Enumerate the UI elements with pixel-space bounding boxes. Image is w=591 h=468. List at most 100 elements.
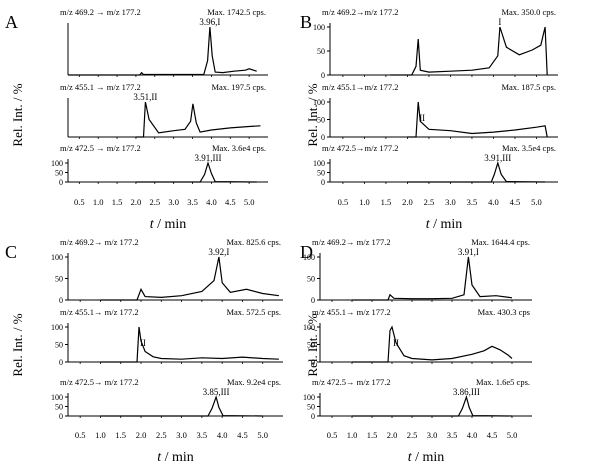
chromatogram-trace	[407, 160, 546, 183]
y-tick-label: 0	[321, 133, 325, 142]
chromatogram-trace	[352, 256, 513, 301]
chromatogram-trace	[135, 101, 261, 138]
trace-3: m/z 472.5→ m/z 177.2 Max. 1.6e5 cps. 05010…	[303, 377, 532, 421]
y-tick-label: 50	[317, 169, 325, 178]
chromatogram-trace	[352, 325, 513, 363]
y-axis-label: Rel. Int. / %	[10, 313, 25, 376]
x-axis-label-rest: / min	[412, 450, 445, 465]
x-tick-label: 1.0	[347, 430, 358, 440]
trace-2: m/z 455.1 → m/z 177.2 Max. 197.5 cps. 3.51…	[60, 82, 268, 139]
y-tick-label: 100	[303, 253, 315, 262]
trace-3: m/z 472.5 → m/z 177.2 Max. 3.6e4 cps. 0501…	[51, 143, 268, 187]
chromatogram-trace	[100, 256, 279, 301]
peak-label: 3.96,I	[199, 17, 220, 27]
y-tick-label: 100	[51, 323, 63, 332]
chromatogram-trace	[68, 26, 257, 76]
x-tick-label: 4.5	[225, 197, 236, 207]
peak-label: 3.92,I	[208, 247, 229, 257]
y-tick-label: 0	[59, 178, 63, 187]
panel-letter: B	[300, 12, 312, 32]
peak-label: 3.91,III	[195, 153, 222, 163]
x-axis-label: t / min	[150, 217, 187, 232]
y-tick-label: 50	[307, 275, 315, 284]
max-intensity-label: Max. 1742.5 cps.	[207, 7, 266, 17]
y-tick-label: 50	[317, 47, 325, 56]
x-tick-label: 1.0	[93, 197, 104, 207]
x-axis-label-rest: / min	[154, 217, 187, 232]
max-intensity-label: Max. 825.6 cps.	[226, 237, 281, 247]
trace-1: m/z 469.2 → m/z 177.2 Max. 1742.5 cps.3.9…	[60, 7, 268, 77]
trace-2: m/z 455.1→ m/z 177.2 Max. 430.3 cps 0 50 100…	[303, 307, 532, 367]
x-tick-label: 3.0	[445, 197, 456, 207]
peak-label: II	[419, 113, 425, 123]
y-tick-label: 0	[311, 358, 315, 367]
y-tick-label: 100	[313, 98, 325, 107]
x-tick-label: 4.5	[510, 197, 521, 207]
x-tick-label: 0.5	[75, 430, 86, 440]
y-axis-label: Rel. Int. / %	[305, 83, 320, 146]
x-tick-label: 0.5	[327, 430, 338, 440]
x-tick-label: 2.0	[402, 197, 413, 207]
x-tick-label: 1.0	[95, 430, 106, 440]
x-tick-label: 3.5	[467, 197, 478, 207]
transition-label: m/z 469.2→ m/z 177.2	[60, 237, 139, 247]
y-tick-label: 0	[321, 71, 325, 80]
x-tick-label: 5.0	[531, 197, 542, 207]
chromatogram-trace	[100, 394, 263, 417]
x-tick-label: 2.5	[424, 197, 435, 207]
chromatogram-trace	[407, 101, 548, 138]
y-tick-label: 100	[313, 159, 325, 168]
transition-label: m/z 469.2→m/z 177.2	[322, 7, 399, 17]
chromatogram-trace	[135, 160, 257, 183]
x-tick-label: 3.0	[176, 430, 187, 440]
y-tick-label: 100	[303, 323, 315, 332]
max-intensity-label: Max. 187.5 cps.	[501, 82, 556, 92]
y-tick-label: 0	[59, 412, 63, 421]
y-tick-label: 0	[311, 412, 315, 421]
peak-label: 3.91,I	[458, 247, 479, 257]
transition-label: m/z 455.1 → m/z 177.2	[60, 82, 141, 92]
y-tick-label: 0	[321, 178, 325, 187]
x-axis-label-italic: t	[426, 217, 431, 232]
x-tick-label: 2.0	[136, 430, 147, 440]
trace-3: m/z 472.5→m/z 177.2 Max. 3.5e4 cps. 050100…	[313, 143, 558, 187]
x-tick-label: 4.5	[237, 430, 248, 440]
x-tick-label: 1.5	[115, 430, 126, 440]
x-tick-label: 1.5	[112, 197, 123, 207]
trace-3: m/z 472.5→ m/z 177.2 Max. 9.2e4 cps. 05010…	[51, 377, 283, 421]
y-tick-label: 50	[307, 341, 315, 350]
transition-label: m/z 472.5→ m/z 177.2	[312, 377, 391, 387]
x-tick-label: 3.0	[427, 430, 438, 440]
y-tick-label: 0	[311, 296, 315, 305]
max-intensity-label: Max. 572.5 cps.	[226, 307, 281, 317]
x-axis-label: t / min	[157, 450, 194, 465]
panel-letter: D	[300, 242, 313, 262]
y-tick-label: 100	[303, 393, 315, 402]
x-tick-label: 1.5	[367, 430, 378, 440]
x-axis-label-rest: / min	[161, 450, 194, 465]
x-tick-label: 1.0	[359, 197, 370, 207]
x-tick-label: 3.5	[197, 430, 208, 440]
chromatogram-trace	[100, 326, 279, 363]
x-tick-label: 3.0	[168, 197, 179, 207]
trace-2: m/z 455.1→m/z 177.2 Max. 187.5 cps. 0 50 100…	[313, 82, 558, 142]
y-tick-label: 0	[59, 358, 63, 367]
trace-2: m/z 455.1→ m/z 177.2 Max. 572.5 cps. 0 50 10…	[51, 307, 283, 367]
transition-label: m/z 472.5→ m/z 177.2	[60, 377, 139, 387]
trace-1: m/z 469.2→ m/z 177.2 Max. 825.6 cps. 0 50 10…	[51, 237, 283, 305]
panel-letter: A	[5, 12, 18, 32]
x-tick-label: 1.5	[381, 197, 392, 207]
max-intensity-label: Max. 9.2e4 cps.	[227, 377, 281, 387]
x-tick-label: 0.5	[74, 197, 85, 207]
transition-label: m/z 469.2→ m/z 177.2	[312, 237, 391, 247]
x-tick-label: 4.0	[488, 197, 499, 207]
x-axis-label-italic: t	[408, 450, 413, 465]
peak-label: 3.85,III	[203, 387, 230, 397]
panel-letter: C	[5, 242, 17, 262]
max-intensity-label: Max. 197.5 cps.	[211, 82, 266, 92]
y-tick-label: 100	[51, 159, 63, 168]
y-tick-label: 50	[307, 403, 315, 412]
